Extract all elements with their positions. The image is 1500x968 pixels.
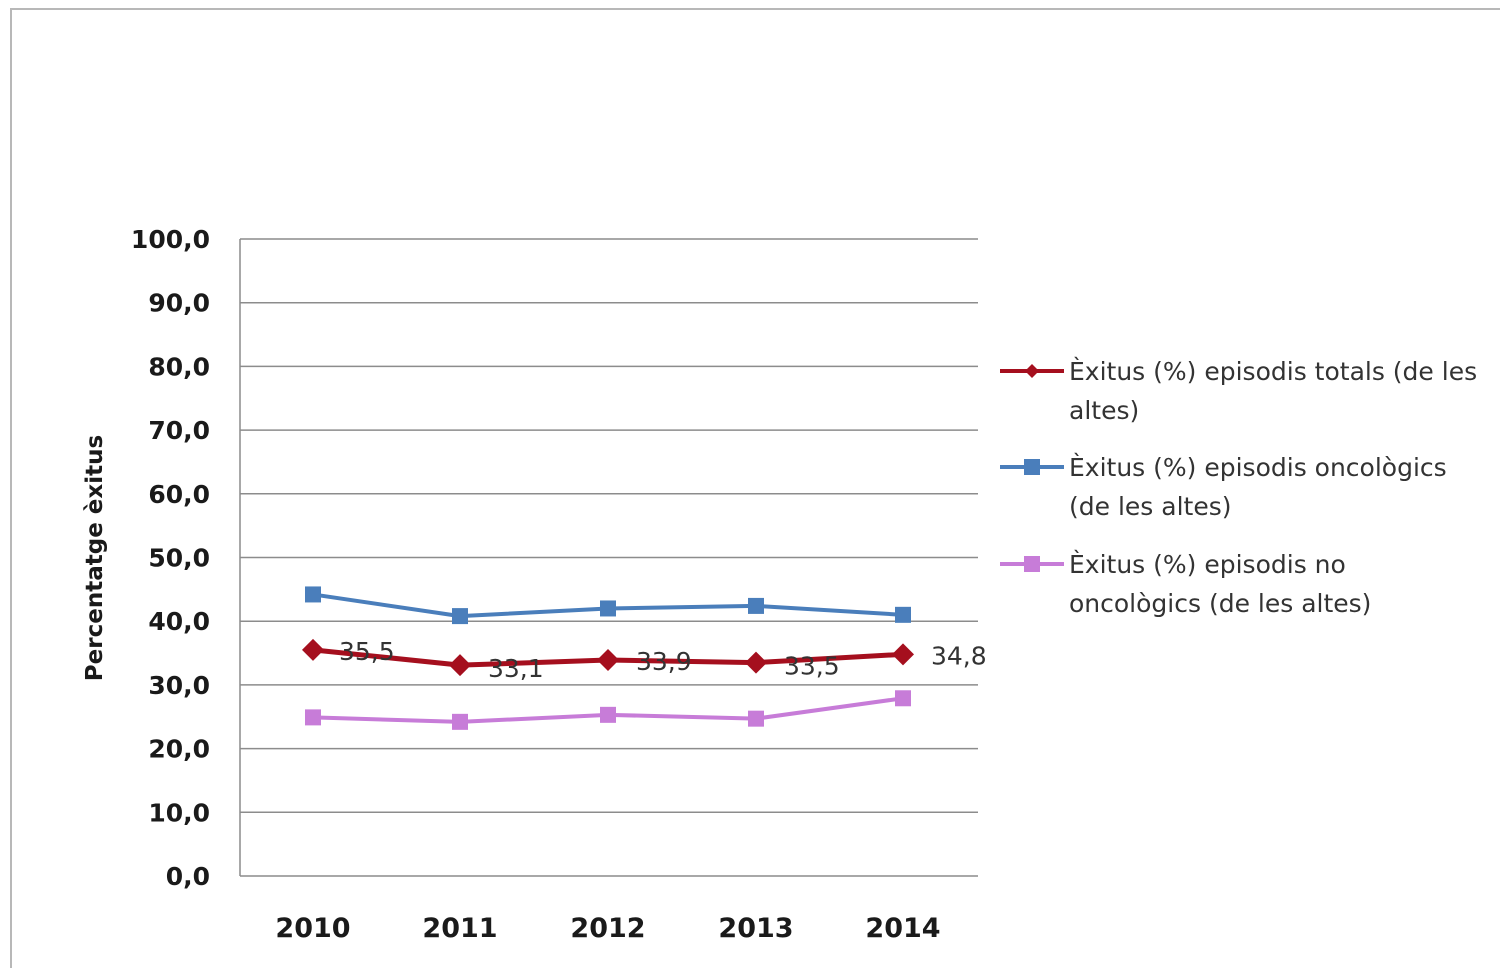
- data-label: 33,1: [488, 654, 544, 683]
- x-axis-ticks: 2010 2011 2012 2013 2014: [275, 913, 940, 944]
- legend-entry-2: Èxitus (%) episodis oncològics (de les al…: [1000, 453, 1447, 521]
- y-tick-label: 60,0: [148, 480, 210, 509]
- y-tick-label: 40,0: [148, 607, 210, 636]
- data-point: [748, 710, 764, 727]
- y-tick-label: 10,0: [148, 798, 210, 827]
- legend-entry-1: Èxitus (%) episodis totals (de les altes): [1000, 357, 1477, 425]
- y-tick-label: 20,0: [148, 735, 210, 764]
- data-point: [452, 608, 468, 625]
- y-tick-label: 70,0: [148, 416, 210, 445]
- gridlines: [239, 238, 978, 877]
- x-tick-label: 2013: [718, 913, 793, 944]
- legend-entry-3: Èxitus (%) episodis no oncològics (de les…: [1000, 550, 1371, 618]
- y-tick-label: 0,0: [166, 862, 210, 891]
- data-labels: 35,5 33,1 33,9 33,5 34,8: [339, 637, 987, 683]
- legend-label: Èxitus (%) episodis totals (de les: [1069, 357, 1477, 386]
- data-point: [600, 600, 616, 617]
- data-point: [302, 638, 324, 661]
- series-group: [302, 586, 914, 730]
- legend-marker: [1024, 556, 1040, 572]
- y-tick-label: 30,0: [148, 671, 210, 700]
- series-1: [302, 638, 914, 677]
- legend-label: altes): [1069, 396, 1139, 425]
- legend-label: (de les altes): [1069, 492, 1231, 521]
- x-tick-label: 2012: [570, 913, 645, 944]
- data-label: 33,9: [636, 647, 692, 676]
- x-tick-label: 2010: [275, 913, 350, 944]
- y-tick-label: 90,0: [148, 289, 210, 318]
- legend-marker: [1024, 459, 1040, 475]
- data-point: [892, 643, 914, 666]
- legend: Èxitus (%) episodis totals (de les altes)…: [1000, 357, 1477, 618]
- data-point: [895, 690, 911, 707]
- data-point: [597, 649, 619, 672]
- y-axis-label: Percentatge èxitus: [82, 435, 108, 681]
- legend-label: oncològics (de les altes): [1069, 589, 1371, 618]
- legend-label: Èxitus (%) episodis oncològics: [1069, 453, 1447, 482]
- y-axis-ticks: 0,0 10,0 20,0 30,0 40,0 50,0 60,0 70,0 80,0 90,0 1…: [131, 225, 210, 891]
- x-tick-label: 2014: [865, 913, 940, 944]
- data-point: [449, 654, 471, 677]
- series-3: [305, 690, 911, 730]
- y-tick-label: 50,0: [148, 544, 210, 573]
- x-tick-label: 2011: [422, 913, 497, 944]
- data-point: [600, 706, 616, 723]
- legend-label: Èxitus (%) episodis no: [1069, 550, 1346, 579]
- data-point: [452, 713, 468, 730]
- data-point: [305, 586, 321, 603]
- y-tick-label: 100,0: [131, 225, 210, 254]
- legend-marker: [1025, 364, 1039, 378]
- series-2: [305, 586, 911, 625]
- data-label: 33,5: [784, 652, 840, 681]
- data-point: [748, 597, 764, 614]
- data-point: [745, 651, 767, 674]
- y-tick-label: 80,0: [148, 352, 210, 381]
- chart-frame: [10, 8, 1500, 968]
- data-point: [305, 709, 321, 726]
- data-label: 35,5: [339, 637, 395, 666]
- data-point: [895, 606, 911, 623]
- data-label: 34,8: [931, 641, 987, 670]
